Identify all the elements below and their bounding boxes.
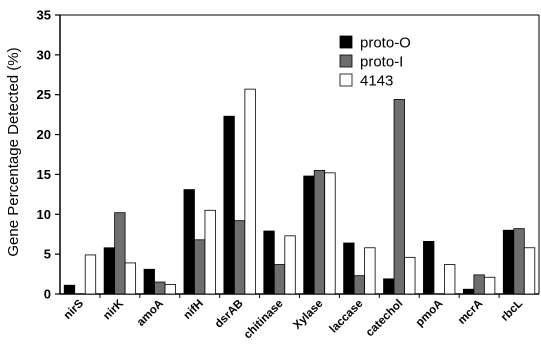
legend-label-4143: 4143 — [360, 73, 393, 90]
legend-label-proto-o: proto-O — [360, 35, 411, 52]
bar-chitinase-4143 — [284, 235, 296, 295]
bar-laccase-proto-i — [353, 275, 366, 295]
bar-chitinase-proto-i — [273, 264, 286, 295]
bar-amoa-proto-i — [154, 281, 166, 295]
bar-nifh-proto-o — [183, 189, 195, 295]
bar-xylase-proto-i — [313, 170, 326, 295]
legend-label-proto-i: proto-I — [360, 54, 403, 71]
x-category-label: mcrA — [456, 298, 485, 327]
bar-laccase-proto-o — [343, 242, 355, 295]
legend-swatch-4143 — [339, 73, 353, 87]
y-tick-label: 0 — [44, 287, 51, 302]
bar-rbcl-4143 — [523, 247, 536, 295]
bar-nifh-proto-i — [194, 239, 206, 295]
bar-amoa-proto-o — [143, 268, 155, 295]
bar-chitinase-proto-o — [263, 230, 275, 295]
bar-nirs-proto-o — [63, 284, 76, 295]
bar-mcra-4143 — [483, 276, 496, 295]
bar-nirs-4143 — [84, 254, 97, 295]
bar-xylase-proto-o — [303, 175, 315, 295]
y-tick-label: 25 — [37, 87, 51, 102]
bar-nirk-proto-i — [114, 212, 126, 295]
bar-dsrab-4143 — [244, 88, 256, 295]
x-category-label: nirS — [62, 297, 87, 322]
x-category-label: pmoA — [414, 298, 446, 330]
x-category-label: amoA — [135, 298, 166, 329]
y-tick-label: 5 — [44, 247, 51, 262]
bar-mcra-proto-i — [473, 274, 485, 295]
x-category-label: nirK — [101, 297, 126, 322]
x-category-label: nifH — [182, 298, 206, 322]
y-tick-label: 10 — [37, 207, 51, 222]
legend-swatch-proto-o — [339, 35, 353, 49]
bar-amoa-4143 — [164, 284, 176, 295]
y-tick-label: 20 — [37, 127, 51, 142]
bar-xylase-4143 — [324, 172, 336, 295]
bar-catechol-proto-o — [383, 278, 395, 295]
x-category-label: Xylase — [291, 298, 325, 332]
bar-dsrab-proto-i — [233, 220, 246, 295]
bar-dsrab-proto-o — [223, 115, 235, 295]
bar-nirk-4143 — [124, 262, 137, 295]
bar-catechol-proto-i — [393, 99, 405, 295]
bar-pmoa-proto-o — [423, 240, 435, 295]
y-tick-label: 30 — [37, 47, 51, 62]
bar-nifh-4143 — [204, 209, 216, 295]
x-category-label: chitinase — [242, 298, 286, 342]
y-tick-label: 15 — [37, 167, 51, 182]
bar-laccase-4143 — [364, 247, 376, 295]
bar-pmoa-4143 — [444, 264, 456, 295]
legend-swatch-proto-i — [339, 54, 353, 68]
bar-catechol-4143 — [404, 256, 416, 295]
y-axis-title: Gene Percentage Detected (%) — [5, 47, 22, 256]
y-tick-label: 35 — [37, 8, 51, 23]
x-category-label: dsrAB — [213, 298, 246, 331]
bar-rbcl-proto-o — [502, 229, 515, 295]
x-category-label: catechol — [364, 298, 405, 339]
x-category-label: laccase — [328, 298, 366, 336]
bar-nirk-proto-o — [103, 247, 116, 295]
bar-rbcl-proto-i — [513, 228, 525, 295]
bar-mcra-proto-o — [462, 288, 475, 295]
x-category-label: rbcL — [499, 298, 525, 324]
